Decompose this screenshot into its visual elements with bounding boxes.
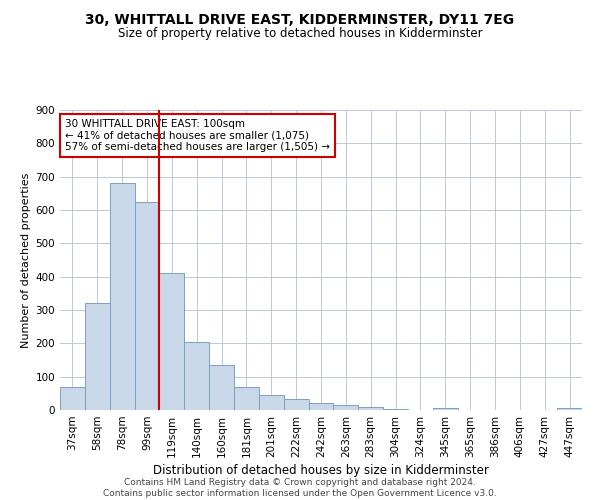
Bar — [60, 386, 85, 410]
Bar — [184, 342, 209, 410]
Text: 30 WHITTALL DRIVE EAST: 100sqm
← 41% of detached houses are smaller (1,075)
57% : 30 WHITTALL DRIVE EAST: 100sqm ← 41% of … — [65, 119, 330, 152]
Y-axis label: Number of detached properties: Number of detached properties — [22, 172, 31, 348]
Text: Size of property relative to detached houses in Kidderminster: Size of property relative to detached ho… — [118, 28, 482, 40]
Bar — [334, 405, 358, 410]
Bar — [557, 408, 582, 410]
X-axis label: Distribution of detached houses by size in Kidderminster: Distribution of detached houses by size … — [153, 464, 489, 477]
Bar — [209, 365, 234, 410]
Bar — [308, 404, 334, 410]
Text: Contains HM Land Registry data © Crown copyright and database right 2024.
Contai: Contains HM Land Registry data © Crown c… — [103, 478, 497, 498]
Bar — [358, 406, 383, 410]
Bar — [160, 274, 184, 410]
Text: 30, WHITTALL DRIVE EAST, KIDDERMINSTER, DY11 7EG: 30, WHITTALL DRIVE EAST, KIDDERMINSTER, … — [85, 12, 515, 26]
Bar — [284, 400, 308, 410]
Bar — [85, 304, 110, 410]
Bar — [259, 395, 284, 410]
Bar — [134, 202, 160, 410]
Bar — [110, 184, 134, 410]
Bar — [234, 388, 259, 410]
Bar — [433, 408, 458, 410]
